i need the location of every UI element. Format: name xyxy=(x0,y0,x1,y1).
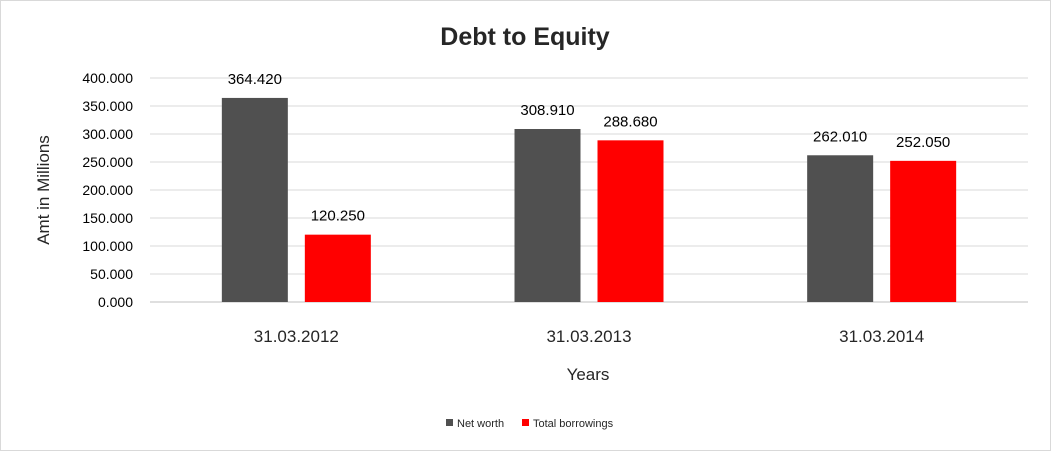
legend-swatch xyxy=(446,419,453,426)
y-tick-label: 400.000 xyxy=(82,70,133,86)
legend-label: Total borrowings xyxy=(533,418,614,430)
y-axis-ticks: 0.000 50.000 100.000 150.000 200.000 250.000 3… xyxy=(82,70,133,310)
y-tick-label: 250.000 xyxy=(82,154,133,170)
data-label: 252.050 xyxy=(896,134,950,151)
x-axis-ticks: 31.03.2012 31.03.2013 31.03.2014 xyxy=(254,327,924,346)
x-tick-label: 31.03.2014 xyxy=(839,327,924,346)
x-axis-label: Years xyxy=(567,365,610,384)
bar-total-borrowings xyxy=(890,160,957,302)
gridlines xyxy=(150,77,1028,303)
data-label: 308.910 xyxy=(520,102,574,119)
y-tick-label: 350.000 xyxy=(82,98,133,114)
data-label: 120.250 xyxy=(311,208,365,225)
data-label: 288.680 xyxy=(603,113,657,130)
bar-total-borrowings xyxy=(597,140,664,302)
x-tick-label: 31.03.2012 xyxy=(254,327,339,346)
y-tick-label: 200.000 xyxy=(82,182,133,198)
bars xyxy=(221,97,957,302)
bar-net-worth xyxy=(807,155,874,302)
legend-label: Net worth xyxy=(457,418,504,430)
legend-swatch xyxy=(522,419,529,426)
chart-title: Debt to Equity xyxy=(440,23,610,51)
data-label: 262.010 xyxy=(813,128,867,145)
y-tick-label: 0.000 xyxy=(98,294,133,310)
y-axis-label: Amt in Millions xyxy=(34,135,53,245)
data-labels: 364.420 120.250 308.910 288.680 262.010 252.0… xyxy=(228,71,951,225)
bar-net-worth xyxy=(514,129,581,302)
legend: Net worth Total borrowings xyxy=(446,418,614,430)
y-tick-label: 150.000 xyxy=(82,210,133,226)
x-tick-label: 31.03.2013 xyxy=(546,327,631,346)
y-tick-label: 100.000 xyxy=(82,238,133,254)
y-tick-label: 50.000 xyxy=(90,266,133,282)
data-label: 364.420 xyxy=(228,71,282,88)
bar-net-worth xyxy=(221,97,288,302)
y-tick-label: 300.000 xyxy=(82,126,133,142)
bar-total-borrowings xyxy=(304,234,371,302)
